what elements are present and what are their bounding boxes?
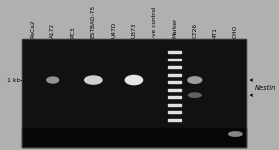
Text: 1 kb: 1 kb <box>7 78 21 82</box>
Ellipse shape <box>125 75 143 85</box>
Bar <box>168 81 181 83</box>
Bar <box>22 39 246 147</box>
Text: U373: U373 <box>131 23 136 38</box>
Text: PC3: PC3 <box>71 27 76 38</box>
Text: Nestin: Nestin <box>255 85 277 91</box>
Text: PaCa2: PaCa2 <box>30 20 35 38</box>
Ellipse shape <box>85 76 102 84</box>
Text: CT26: CT26 <box>192 23 197 38</box>
Bar <box>22 128 246 147</box>
Ellipse shape <box>189 93 201 97</box>
Bar <box>168 58 181 60</box>
Bar <box>168 104 181 106</box>
Bar <box>168 96 181 98</box>
Text: ESTBAD-75: ESTBAD-75 <box>91 5 96 38</box>
Bar <box>168 66 181 68</box>
Bar <box>168 119 181 121</box>
Text: 4T1: 4T1 <box>213 27 218 38</box>
Bar <box>168 89 181 91</box>
Text: CHO: CHO <box>233 25 238 38</box>
Ellipse shape <box>47 77 59 83</box>
Text: A172: A172 <box>50 23 55 38</box>
Bar <box>168 111 181 113</box>
Bar <box>168 51 181 53</box>
Ellipse shape <box>229 132 242 136</box>
Text: Marker: Marker <box>172 18 177 38</box>
Text: -ve control: -ve control <box>152 7 157 38</box>
Bar <box>22 39 246 147</box>
Text: U47D: U47D <box>111 22 116 38</box>
Ellipse shape <box>188 77 202 83</box>
Bar <box>168 74 181 76</box>
